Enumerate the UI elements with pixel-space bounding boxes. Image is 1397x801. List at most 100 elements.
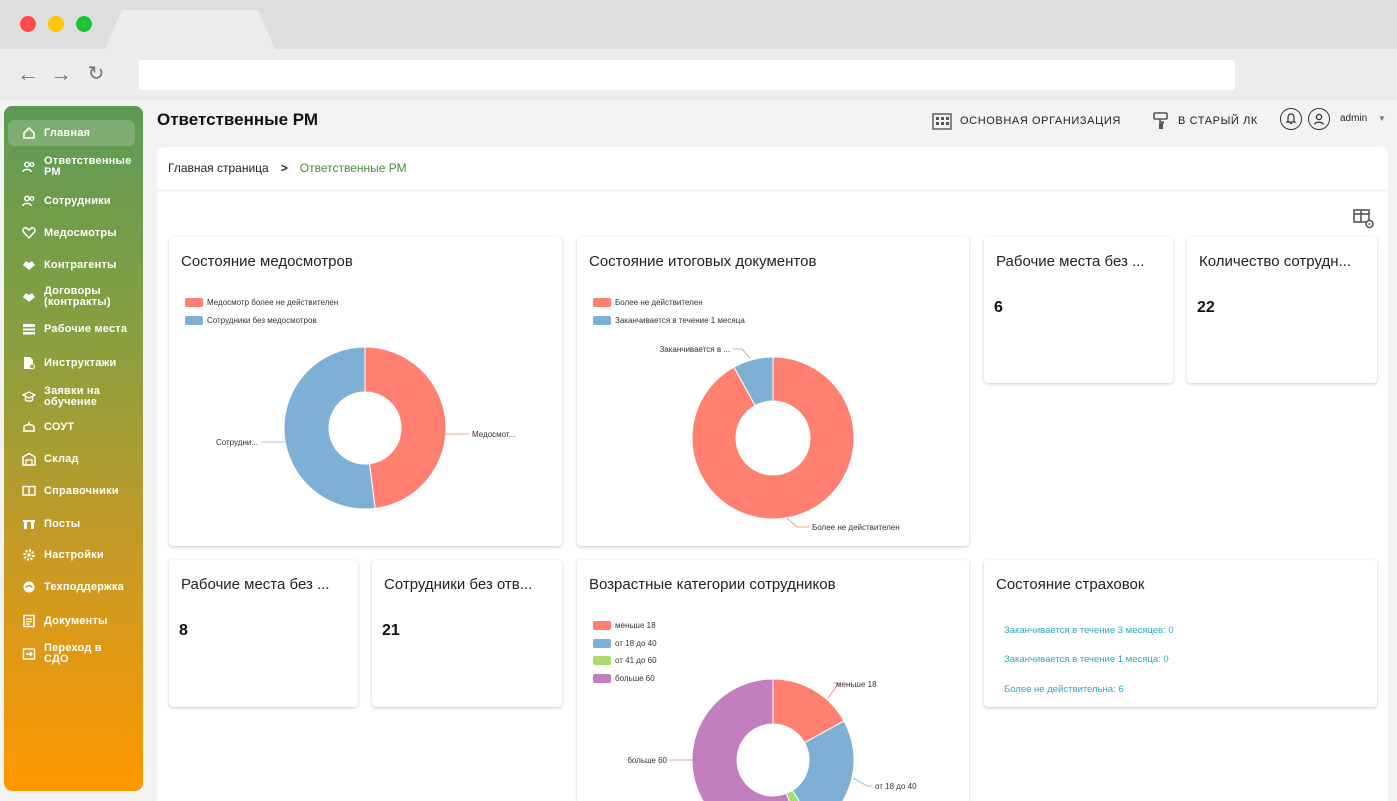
sidebar-item[interactable]: Рабочие места (8, 318, 135, 340)
handshake-icon (22, 258, 36, 272)
donut-slice[interactable] (691, 356, 855, 520)
users-icon (22, 160, 36, 174)
reload-icon[interactable]: ↻ (87, 63, 105, 85)
sidebar-item[interactable]: Заявки на обучение (8, 382, 135, 412)
legend-item[interactable]: от 41 до 60 (593, 652, 657, 670)
address-bar[interactable] (139, 60, 1235, 90)
card-title: Возрастные категории сотрудников (589, 576, 836, 593)
card-documents-status: Состояние итоговых документов Более не д… (577, 237, 969, 546)
card-workplaces-without[interactable]: Рабочие места без ... 6 (984, 237, 1173, 383)
slice-label: Медосмот... (472, 430, 515, 439)
sidebar-item[interactable]: Переход в СДО (8, 640, 135, 668)
card-value: 21 (382, 622, 400, 639)
user-name[interactable]: admin (1340, 113, 1368, 124)
donut-slice[interactable] (791, 720, 855, 801)
card-title: Состояние медосмотров (181, 253, 353, 270)
old-lk-button[interactable]: В СТАРЫЙ ЛК (1152, 112, 1258, 130)
chart-legend: Более не действителен Заканчивается в те… (593, 294, 745, 329)
sidebar-item[interactable]: Справочники (8, 480, 135, 502)
close-window-button[interactable] (20, 16, 36, 32)
sidebar-item-label: Переход в СДО (44, 642, 102, 665)
slice-label: меньше 18 (836, 680, 877, 689)
sidebar-item[interactable]: Медосмотры (8, 222, 135, 244)
sidebar-item[interactable]: Ответственные РМ (8, 152, 135, 182)
minimize-window-button[interactable] (48, 16, 64, 32)
sidebar-item[interactable]: Главная (8, 120, 135, 146)
user-avatar-icon[interactable] (1308, 108, 1330, 130)
sidebar-item[interactable]: Инструктажи (8, 352, 135, 374)
card-age-categories: Возрастные категории сотрудников меньше … (577, 560, 969, 801)
sidebar-item[interactable]: СОУТ (8, 416, 135, 438)
back-arrow-icon[interactable]: ← (17, 61, 39, 86)
maximize-window-button[interactable] (76, 16, 92, 32)
sidebar-item[interactable]: Документы (8, 610, 135, 632)
donut-slice[interactable] (364, 346, 447, 509)
slice-label: Более не действителен (812, 523, 900, 532)
sidebar-item[interactable]: Сотрудники (8, 190, 135, 212)
donut-slice[interactable] (691, 678, 803, 801)
chart-legend: меньше 18 от 18 до 40 от 41 до 60 больше… (593, 617, 657, 687)
insurance-link-3-months[interactable]: Заканчивается в течение 3 месяцев: 0 (1004, 625, 1174, 636)
browser-tab[interactable] (105, 10, 275, 49)
users-icon (22, 194, 36, 208)
forward-arrow-icon[interactable]: → (50, 61, 72, 86)
breadcrumb-current: Ответственные РМ (299, 161, 407, 175)
file-icon (22, 614, 36, 628)
sidebar-item-label: Договоры (контракты) (44, 285, 111, 308)
heart-icon (22, 226, 36, 240)
slice-label: больше 60 (627, 756, 667, 765)
insurance-link-1-month[interactable]: Заканчивается в течение 1 месяца: 0 (1004, 654, 1169, 665)
login-icon (22, 647, 36, 661)
sidebar-item[interactable]: Контрагенты (8, 254, 135, 276)
sidebar-item[interactable]: Посты (8, 513, 135, 535)
card-title: Рабочие места без ... (181, 576, 330, 593)
sidebar-item-label: Контрагенты (44, 258, 117, 271)
sidebar-item[interactable]: Склад (8, 448, 135, 470)
sidebar-item[interactable]: Настройки (8, 544, 135, 566)
document-icon (22, 356, 36, 370)
organization-selector[interactable]: ОСНОВНАЯ ОРГАНИЗАЦИЯ (932, 112, 1121, 130)
slice-label: от 18 до 40 (875, 782, 917, 791)
label-leader-line (827, 682, 840, 699)
card-medical-status: Состояние медосмотров Медосмотр более не… (169, 237, 562, 546)
legend-item[interactable]: Заканчивается в течение 1 месяца (593, 312, 745, 330)
legend-item[interactable]: Сотрудники без медосмотров (185, 312, 338, 330)
slice-label: Заканчивается в ... (659, 345, 730, 354)
gear-icon (22, 548, 36, 562)
sidebar: Главная Ответственные РМ Сотрудники Медосмо… (4, 106, 143, 791)
breadcrumb-home-link[interactable]: Главная страница (168, 161, 269, 175)
insurance-link-invalid[interactable]: Более не действительна: 6 (1004, 684, 1124, 695)
legend-item[interactable]: Медосмотр более не действителен (185, 294, 338, 312)
breadcrumb: Главная страница > Ответственные РМ (168, 161, 407, 175)
card-insurance-status: Состояние страховок Заканчивается в тече… (984, 560, 1377, 707)
sidebar-item[interactable]: Договоры (контракты) (8, 282, 135, 312)
sidebar-item-label: Инструктажи (44, 356, 117, 369)
documents-donut-chart: Более не действителен Заканчивается в ... (659, 345, 900, 532)
donut-slice[interactable] (733, 356, 774, 407)
card-employees-count[interactable]: Количество сотрудн... 22 (1187, 237, 1377, 383)
table-settings-icon[interactable] (1353, 209, 1375, 229)
app-area: Главная Ответственные РМ Сотрудники Медосмо… (0, 100, 1397, 801)
sidebar-item-label: Заявки на обучение (44, 385, 101, 408)
card-title: Состояние страховок (996, 576, 1145, 593)
legend-item[interactable]: Более не действителен (593, 294, 745, 312)
card-title: Сотрудники без отв... (384, 576, 533, 593)
notifications-bell-icon[interactable] (1280, 108, 1302, 130)
card-value: 22 (1197, 299, 1215, 316)
sidebar-item-label: Ответственные РМ (44, 155, 132, 178)
card-workplaces-without[interactable]: Рабочие места без ... 8 (169, 560, 358, 707)
label-leader-line (786, 517, 809, 528)
page-title: Ответственные РМ (157, 110, 319, 129)
legend-item[interactable]: меньше 18 (593, 617, 657, 635)
sidebar-item[interactable]: Техподдержка (8, 576, 135, 598)
donut-slice[interactable] (283, 346, 376, 510)
graduation-icon (22, 390, 36, 404)
sidebar-item-label: Медосмотры (44, 226, 117, 239)
legend-item[interactable]: от 18 до 40 (593, 635, 657, 653)
user-menu-caret-icon[interactable]: ▼ (1378, 114, 1386, 123)
sidebar-item-label: Справочники (44, 484, 119, 497)
legend-item[interactable]: больше 60 (593, 670, 657, 688)
card-employees-without[interactable]: Сотрудники без отв... 21 (372, 560, 562, 707)
home-icon (22, 126, 36, 140)
ages-donut-chart: меньше 18 от 18 до 40 больше 60 (627, 678, 917, 801)
